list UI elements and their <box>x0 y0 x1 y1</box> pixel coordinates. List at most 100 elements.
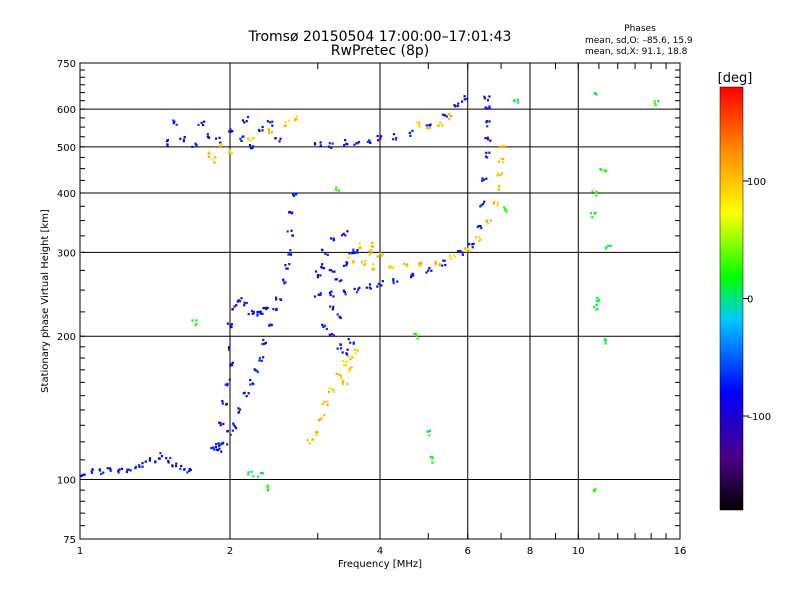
data-point <box>479 205 482 208</box>
data-point <box>341 382 344 386</box>
data-point <box>247 471 250 474</box>
data-point <box>230 326 233 329</box>
data-point <box>388 266 391 269</box>
data-point <box>226 384 229 387</box>
data-point <box>261 129 264 132</box>
data-point <box>344 293 347 296</box>
data-point <box>191 145 194 149</box>
data-point <box>212 446 215 449</box>
data-point <box>194 142 197 145</box>
data-point <box>416 337 419 340</box>
data-point <box>456 104 459 107</box>
data-point <box>425 124 428 127</box>
data-point <box>214 445 218 449</box>
data-point <box>417 124 421 127</box>
data-point <box>321 263 324 266</box>
data-point <box>228 378 231 381</box>
data-point <box>657 100 660 103</box>
data-point <box>343 291 347 294</box>
data-point <box>364 259 367 263</box>
data-point <box>354 251 357 254</box>
data-point <box>317 293 320 296</box>
data-point <box>371 268 374 271</box>
data-point <box>283 125 286 128</box>
data-point <box>314 270 318 273</box>
data-point <box>220 442 224 445</box>
data-point <box>496 201 499 204</box>
data-point <box>265 307 268 311</box>
data-point <box>322 267 326 270</box>
data-point <box>342 264 346 267</box>
data-point <box>484 106 487 109</box>
data-point <box>441 113 444 116</box>
data-point <box>331 270 334 273</box>
data-point <box>249 383 252 386</box>
data-point <box>468 249 471 253</box>
data-point <box>226 322 229 325</box>
x-tick-label: 6 <box>465 546 471 557</box>
colorbar <box>719 86 744 511</box>
data-point <box>200 121 203 124</box>
data-point <box>226 429 229 433</box>
data-point <box>186 471 189 474</box>
data-point <box>251 145 255 148</box>
data-point <box>218 136 221 139</box>
data-point <box>444 263 447 267</box>
data-point <box>355 349 358 352</box>
data-point <box>333 270 336 273</box>
data-point <box>330 332 334 336</box>
data-point <box>228 149 231 152</box>
data-point <box>377 282 380 285</box>
data-point <box>431 457 434 460</box>
data-point <box>339 316 342 320</box>
data-point <box>234 426 238 430</box>
data-point <box>474 236 478 239</box>
data-point <box>144 460 147 463</box>
data-point <box>379 137 382 140</box>
chart-subtitle: RwPretec (8p) <box>331 43 429 59</box>
data-point <box>334 278 337 281</box>
data-point <box>215 448 218 451</box>
data-point <box>235 304 238 307</box>
data-point <box>329 305 332 308</box>
data-point <box>320 248 324 251</box>
data-point <box>362 263 366 267</box>
data-point <box>595 194 598 197</box>
data-point <box>428 429 431 432</box>
data-point <box>247 137 250 141</box>
data-point <box>395 136 398 140</box>
data-point <box>279 137 282 140</box>
data-point <box>343 144 346 147</box>
data-point <box>261 125 264 129</box>
data-point <box>459 249 462 253</box>
data-point <box>249 378 252 382</box>
data-point <box>329 293 332 297</box>
data-point <box>284 264 287 267</box>
data-point <box>493 200 496 203</box>
data-point <box>341 351 344 354</box>
data-point <box>332 305 335 308</box>
data-point <box>141 465 144 468</box>
data-point <box>100 472 103 476</box>
data-point <box>125 470 128 474</box>
data-point <box>331 388 334 391</box>
data-point <box>218 421 221 424</box>
data-point <box>319 293 322 296</box>
data-point <box>348 252 351 255</box>
data-point <box>352 259 355 263</box>
data-point <box>486 222 489 225</box>
data-point <box>352 251 355 254</box>
data-point <box>195 319 198 322</box>
data-point <box>232 422 235 425</box>
data-point <box>259 312 262 315</box>
data-point <box>326 400 329 403</box>
data-point <box>351 252 354 255</box>
data-point <box>488 105 491 108</box>
data-point <box>420 262 423 266</box>
data-point <box>295 117 298 121</box>
data-point <box>267 127 270 131</box>
data-point <box>477 236 481 239</box>
data-point <box>288 262 291 266</box>
data-point <box>286 267 289 270</box>
data-point <box>236 300 239 303</box>
